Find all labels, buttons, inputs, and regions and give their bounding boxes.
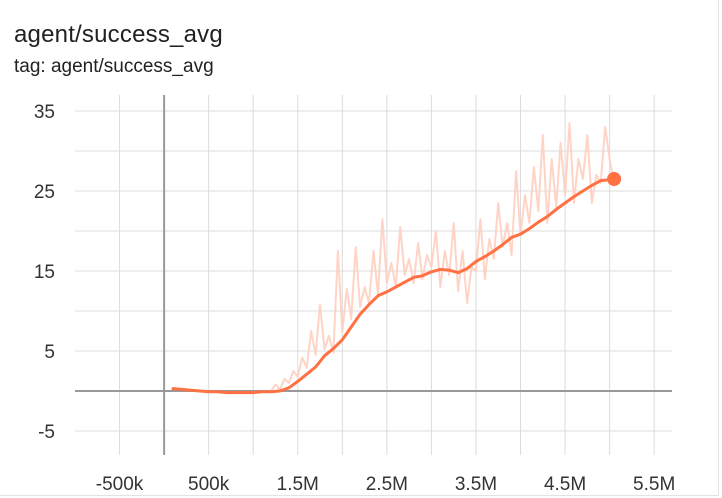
y-tick-label: 35 (34, 102, 55, 123)
y-tick-label: -5 (38, 422, 55, 443)
grid-lines (75, 95, 672, 455)
y-tick-label: 15 (34, 262, 55, 283)
smoothed-series-line (171, 177, 616, 395)
x-tick-label: -500k (96, 474, 144, 495)
y-tick-label: 5 (44, 342, 55, 363)
x-tick-label: 2.5M (366, 474, 408, 495)
x-tick-label: 500k (188, 474, 230, 495)
x-tick-label: 4.5M (544, 474, 586, 495)
chart-tag: tag: agent/success_avg (14, 56, 214, 77)
y-tick-label: 25 (34, 182, 55, 203)
x-tick-label: 5.5M (633, 474, 675, 495)
last-point-marker (607, 172, 622, 186)
smoothed-series (171, 172, 622, 395)
x-tick-label: 1.5M (277, 474, 319, 495)
chart-title: agent/success_avg (14, 21, 223, 48)
x-tick-label: 3.5M (455, 474, 497, 495)
zero-axes (75, 95, 672, 455)
y-tick-labels: 35 25 15 5 -5 (34, 102, 55, 443)
x-tick-labels: -500k 500k 1.5M 2.5M 3.5M 4.5M 5.5M (96, 474, 676, 495)
